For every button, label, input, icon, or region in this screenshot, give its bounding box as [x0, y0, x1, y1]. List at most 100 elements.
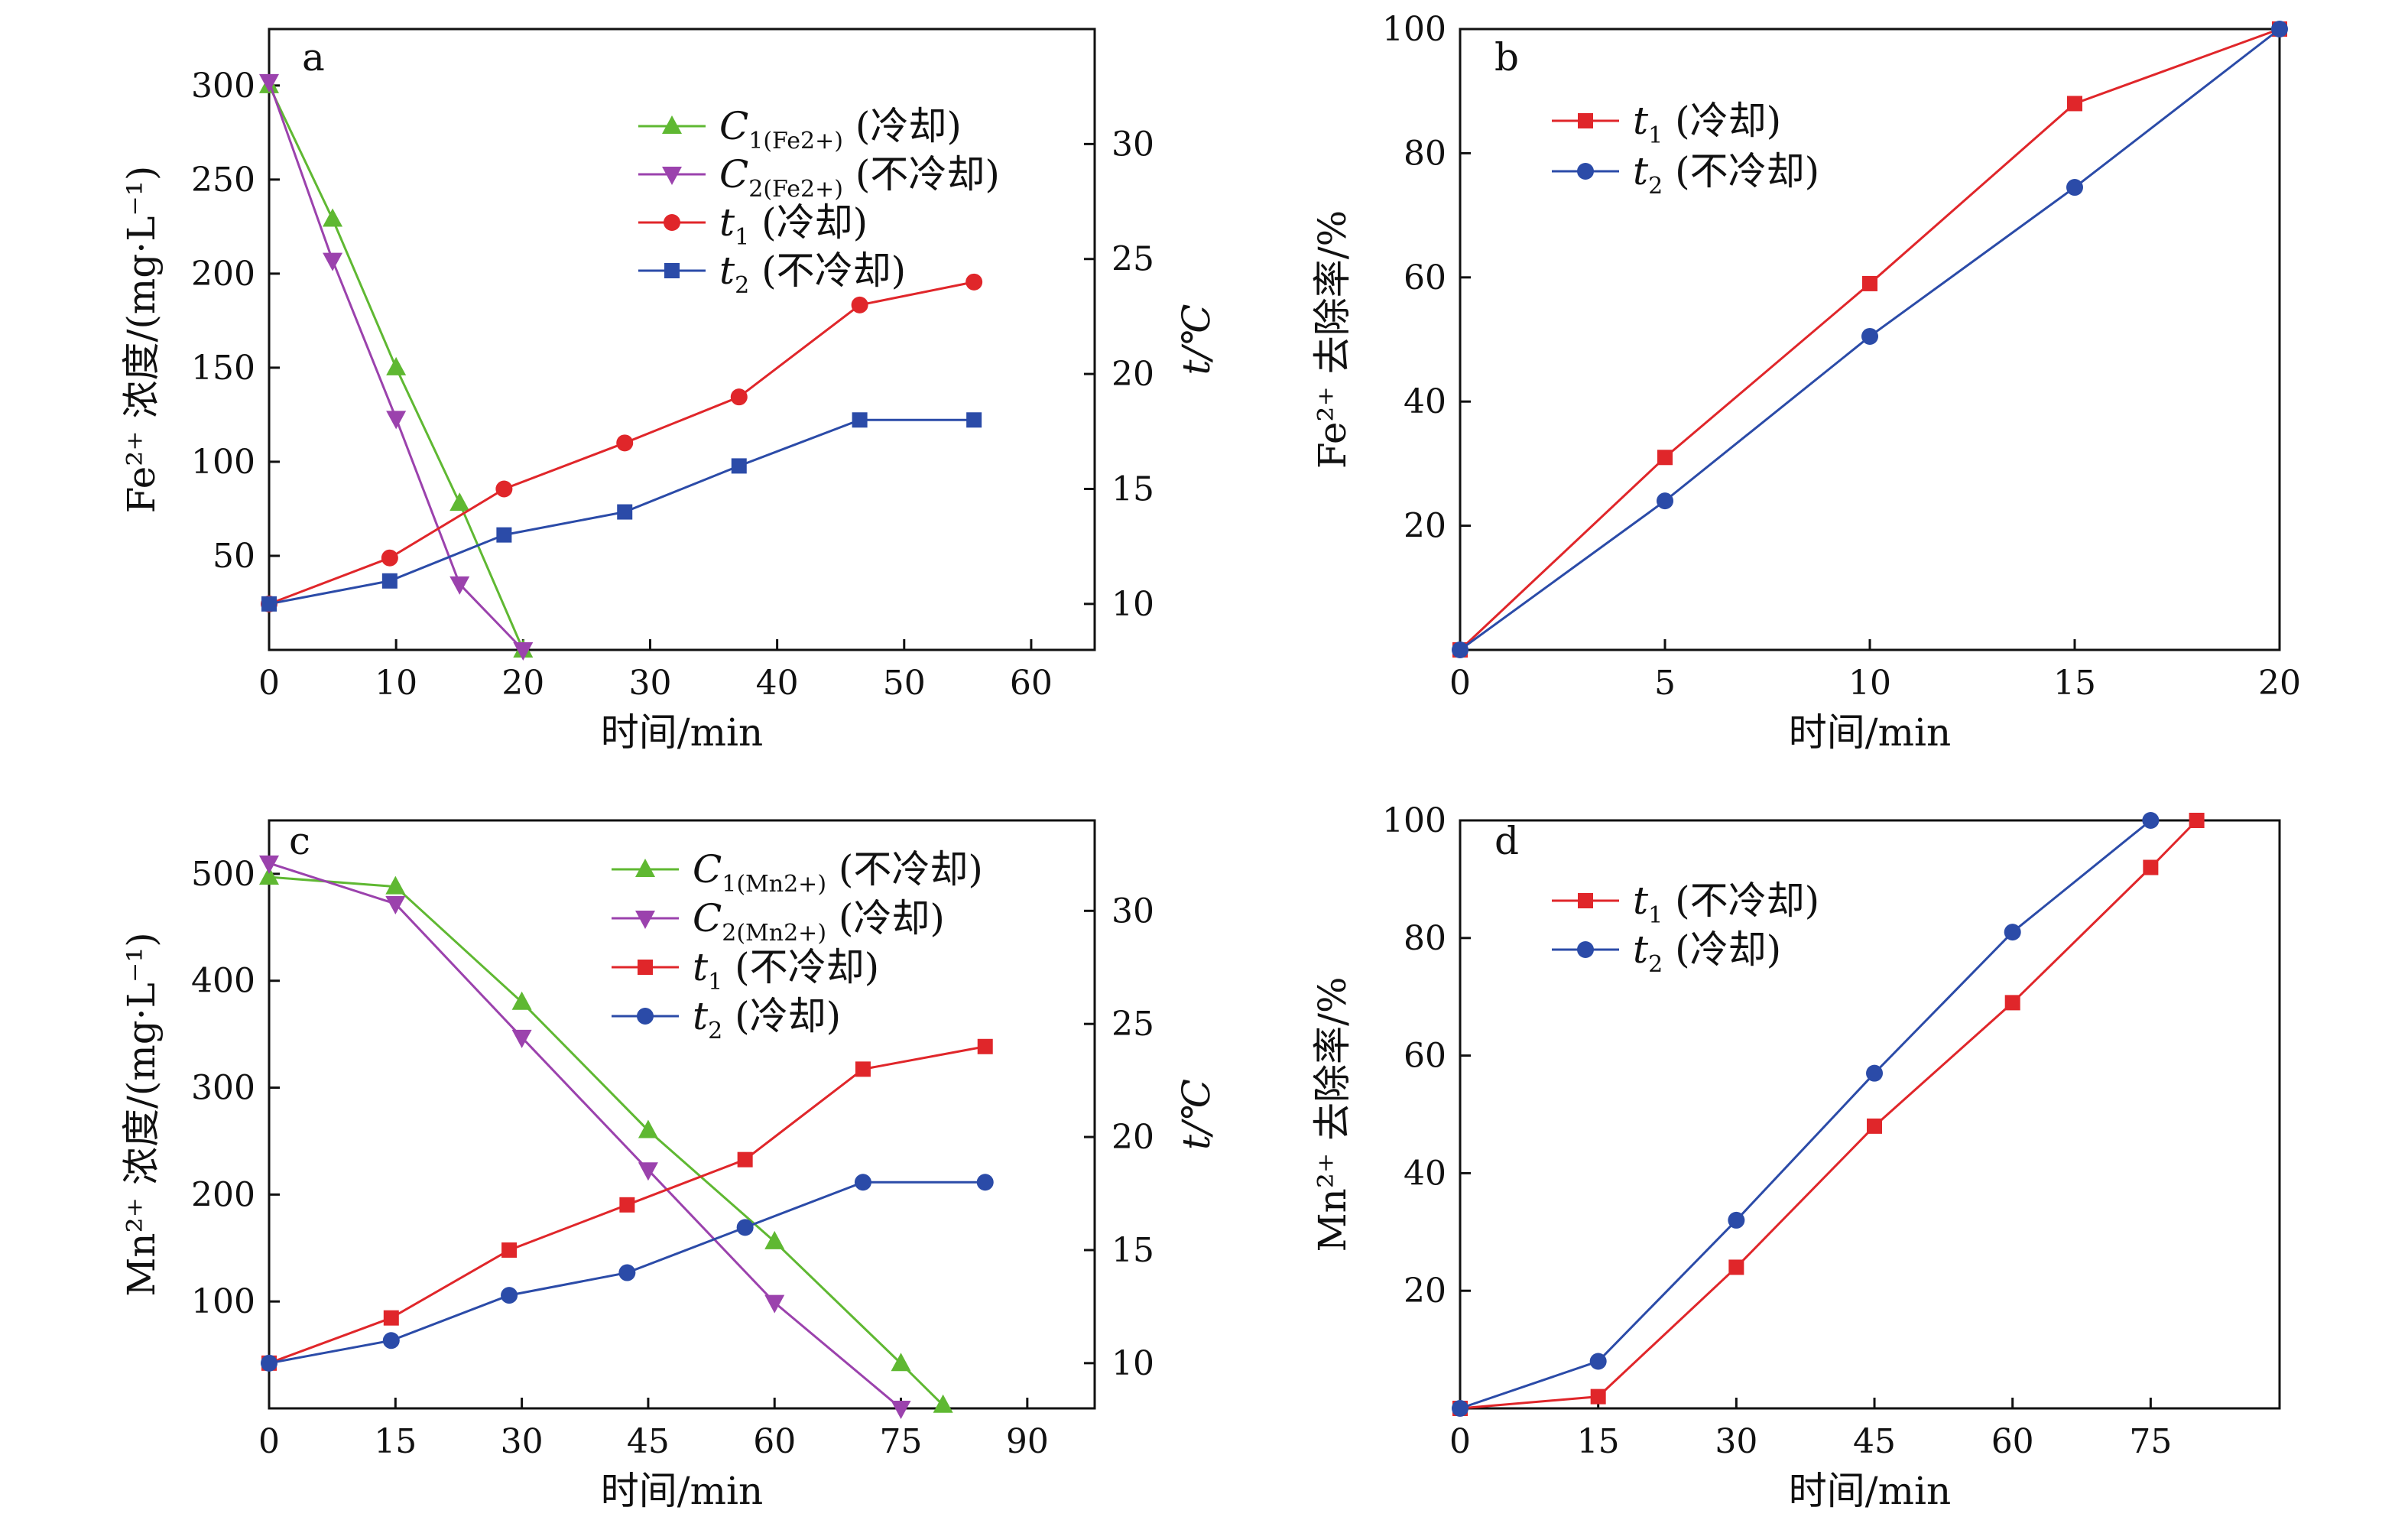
- legend-subscript: 2(Fe2+): [748, 176, 843, 203]
- series-1: [259, 74, 534, 658]
- data-point: [852, 412, 868, 428]
- data-point: [2271, 21, 2288, 37]
- data-point: [619, 1197, 635, 1213]
- y-tick-label: 40: [1404, 382, 1446, 421]
- data-point: [323, 208, 343, 227]
- data-point: [496, 527, 512, 543]
- legend-entry: t2 (冷却): [1552, 927, 1781, 978]
- series-3: [261, 1038, 993, 1371]
- data-point: [1452, 1400, 1468, 1417]
- data-point: [2066, 179, 2083, 196]
- legend-subscript: 2: [1648, 951, 1663, 978]
- data-point: [511, 991, 532, 1010]
- legend-entry: t2 (不冷却): [638, 248, 906, 299]
- legend-entry: C1(Fe2+) (冷却): [638, 104, 962, 154]
- y2-tick-label: 25: [1112, 1005, 1154, 1044]
- legend-subscript: 1: [1648, 122, 1663, 149]
- series-line: [1459, 819, 2198, 1410]
- legend-entry: t1 (冷却): [1552, 99, 1781, 149]
- y-tick-label: 40: [1404, 1154, 1446, 1193]
- legend-condition: (冷却): [1663, 99, 1781, 143]
- data-point: [616, 434, 634, 452]
- y-tick-label: 20: [1404, 507, 1446, 546]
- x-axis-label: 时间/min: [601, 710, 763, 755]
- legend-label: t2 (不冷却): [719, 248, 906, 299]
- legend-subscript: 2: [735, 272, 749, 299]
- data-point: [1728, 1211, 1745, 1229]
- data-point: [259, 73, 279, 93]
- plot-frame: [268, 28, 1096, 651]
- legend-condition: (不冷却): [1663, 879, 1819, 923]
- data-point: [2143, 859, 2159, 875]
- data-point: [1657, 492, 1673, 510]
- data-point: [2004, 995, 2020, 1011]
- x-tick-label: 40: [756, 664, 799, 703]
- data-point: [386, 411, 407, 430]
- legend-marker: [1577, 163, 1594, 180]
- x-tick-label: 90: [1006, 1422, 1049, 1461]
- data-point: [385, 896, 406, 915]
- x-tick-label: 15: [1577, 1422, 1620, 1461]
- data-point: [854, 1174, 871, 1191]
- legend-marker: [638, 960, 653, 975]
- data-point: [2189, 813, 2205, 828]
- data-point: [2004, 924, 2021, 941]
- plot-frame: [268, 819, 1096, 1410]
- data-point: [731, 458, 747, 474]
- y-tick-label: 200: [191, 1175, 255, 1214]
- data-point: [449, 492, 470, 512]
- data-point: [323, 252, 343, 271]
- panel-letter: b: [1494, 35, 1519, 80]
- data-point: [730, 388, 748, 406]
- x-tick-label: 60: [1010, 664, 1053, 703]
- legend-subscript: 1: [735, 224, 749, 251]
- y2-tick-label: 15: [1112, 469, 1154, 508]
- legend-condition: (不冷却): [1663, 149, 1819, 193]
- legend-subscript: 1: [1648, 902, 1663, 929]
- data-point: [1657, 450, 1673, 466]
- legend-marker: [664, 263, 680, 278]
- legend-symbol: t: [719, 200, 735, 245]
- legend: t1 (不冷却)t2 (冷却): [1552, 879, 1819, 978]
- legend-marker: [635, 911, 655, 929]
- data-point: [511, 1029, 532, 1048]
- data-point: [501, 1287, 518, 1304]
- legend-symbol: t: [1633, 149, 1649, 193]
- x-axis-label: 时间/min: [601, 1469, 763, 1513]
- y-tick-label: 60: [1404, 258, 1446, 297]
- legend-symbol: t: [719, 248, 735, 293]
- legend-symbol: t: [693, 994, 709, 1038]
- y-axis-label: Mn²⁺ 浓度/(mg·L⁻¹): [119, 932, 164, 1297]
- legend-subscript: 1(Fe2+): [748, 128, 843, 154]
- data-point: [382, 1332, 400, 1349]
- x-tick-label: 30: [628, 664, 671, 703]
- legend: t1 (冷却)t2 (不冷却): [1552, 99, 1819, 200]
- y2-tick-label: 20: [1112, 355, 1154, 394]
- data-point: [764, 1230, 785, 1249]
- x-axis-label: 时间/min: [1789, 710, 1951, 755]
- x-tick-label: 30: [1715, 1422, 1757, 1461]
- data-point: [1452, 641, 1468, 658]
- data-point: [259, 855, 279, 874]
- data-point: [638, 1119, 658, 1138]
- data-point: [638, 1162, 658, 1181]
- data-point: [891, 1353, 911, 1372]
- legend-label: C2(Fe2+) (不冷却): [719, 152, 1000, 203]
- x-tick-label: 15: [374, 1422, 417, 1461]
- x-tick-label: 60: [1991, 1422, 2034, 1461]
- x-tick-label: 0: [258, 1422, 280, 1461]
- legend-label: C1(Fe2+) (冷却): [719, 104, 962, 154]
- legend-condition: (不冷却): [826, 847, 983, 892]
- x-tick-label: 5: [1654, 664, 1676, 703]
- data-point: [261, 596, 277, 612]
- legend-subscript: 1: [708, 969, 722, 995]
- legend-symbol: t: [1633, 927, 1649, 972]
- x-tick-label: 45: [627, 1422, 670, 1461]
- data-point: [764, 1294, 785, 1314]
- data-point: [449, 576, 470, 595]
- data-point: [381, 549, 398, 567]
- legend-condition: (冷却): [1663, 927, 1781, 972]
- legend-marker: [664, 214, 680, 231]
- series-4: [261, 1174, 994, 1372]
